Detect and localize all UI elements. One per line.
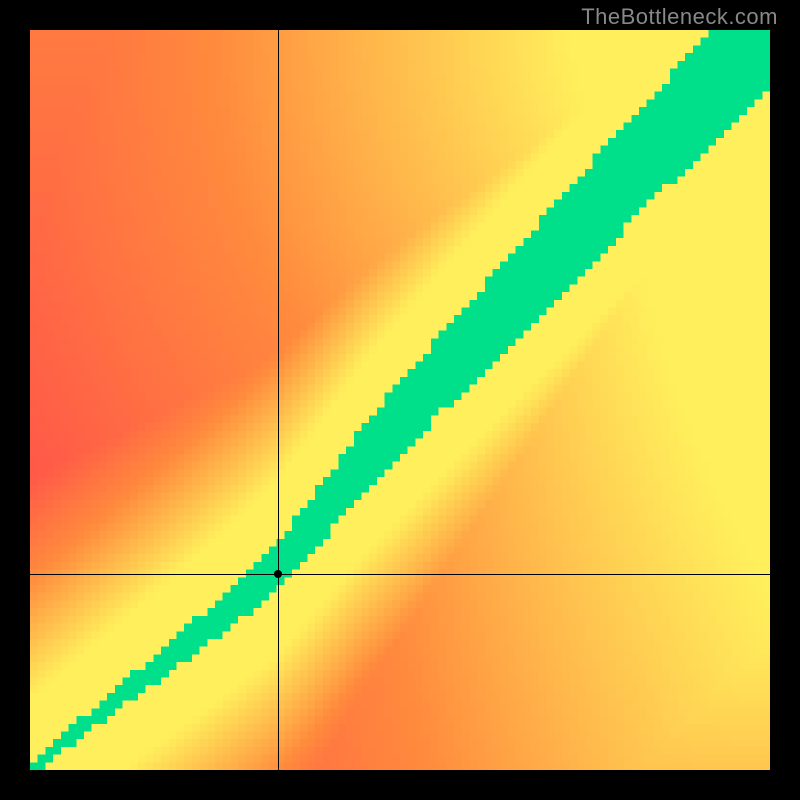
heatmap-canvas	[30, 30, 770, 770]
crosshair-vertical	[278, 30, 279, 770]
marker-dot	[274, 570, 282, 578]
crosshair-horizontal	[30, 574, 770, 575]
heatmap-plot	[30, 30, 770, 770]
watermark-text: TheBottleneck.com	[581, 4, 778, 30]
